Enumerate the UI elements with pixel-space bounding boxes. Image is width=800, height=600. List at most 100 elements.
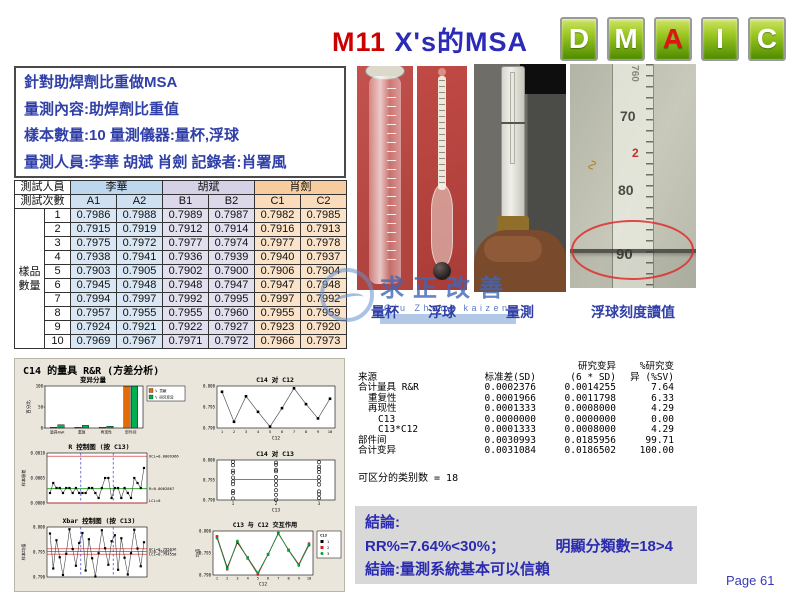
svg-text:2: 2	[327, 545, 329, 550]
measurement-value: 0.7955	[116, 306, 163, 321]
svg-text:样本极差: 样本极差	[20, 470, 27, 487]
svg-text:C13: C13	[272, 508, 280, 514]
measurement-value: 0.7936	[162, 250, 209, 265]
dmaic-box-a: A	[654, 17, 692, 61]
svg-text:2: 2	[275, 501, 278, 506]
svg-text:10: 10	[328, 429, 333, 434]
page-number: Page 61	[726, 573, 775, 588]
measurement-value: 0.7992	[162, 292, 209, 307]
red-ellipse-annotation	[571, 220, 694, 280]
scale-number: 80	[618, 182, 634, 198]
measurement-value: 0.7987	[208, 208, 255, 223]
measurement-value: 0.7915	[70, 222, 117, 237]
svg-text:0.790: 0.790	[33, 575, 46, 580]
svg-text:部件间: 部件间	[125, 430, 137, 435]
stats-cell: 再现性	[368, 403, 397, 414]
trial-header: A1	[70, 194, 117, 209]
measurement-value: 0.7920	[300, 320, 347, 335]
svg-text:10: 10	[307, 577, 311, 581]
trial-header: A2	[116, 194, 163, 209]
measurement-value: 0.7955	[254, 306, 301, 321]
scale-number: 760	[628, 65, 640, 82]
svg-text:4: 4	[257, 429, 260, 434]
svg-text:6: 6	[281, 429, 284, 434]
measurement-value: 0.7937	[300, 250, 347, 265]
stats-cell: 0.0014255	[564, 382, 616, 393]
stats-cell: 0.0011798	[564, 392, 616, 404]
hydrometer-bulb	[431, 184, 453, 268]
stats-cell: 0.00	[651, 413, 674, 425]
svg-text:C13 与 C12 交互作用: C13 与 C12 交互作用	[233, 521, 297, 529]
measurement-value: 0.7922	[162, 320, 209, 335]
stats-row: 再现性 0.0001333 0.0008000 4.29	[358, 403, 696, 415]
svg-text:0.795: 0.795	[203, 405, 216, 410]
stats-cell: 来源	[358, 371, 378, 383]
chart-xbar-chart: Xbar 控制图 (按 C13) 0.800 0.795 0.790 UCL=0.795…	[17, 515, 189, 596]
svg-text:C12: C12	[259, 582, 267, 588]
svg-text:0.0005: 0.0005	[31, 476, 46, 481]
title-main: X's的MSA	[386, 27, 528, 57]
photo-float-hydrometer	[417, 66, 467, 290]
svg-text:0.790: 0.790	[199, 573, 212, 578]
chart-c14-by-c13: C14 对 C13 0.800 0.795 0.790 1 2 3 C13	[191, 448, 345, 523]
svg-text:再现性: 再现性	[101, 430, 113, 435]
stats-cell: 研究变异	[577, 361, 616, 372]
stats-row: C13*C12 0.0001333 0.0008000 4.29	[358, 424, 696, 436]
svg-text:% 贡献: % 贡献	[155, 388, 167, 393]
stats-row: 部件间 0.0030993 0.0185956 99.71	[358, 434, 696, 447]
measurement-value: 0.7955	[162, 306, 209, 321]
photo-label-float: 浮球	[428, 304, 456, 320]
sample-number: 9	[44, 320, 71, 335]
conclusion-heading: 結論:	[365, 514, 400, 531]
stats-row: 重复性 0.0001966 0.0011798 6.33	[358, 392, 696, 405]
svg-text:量具R&R: 量具R&R	[50, 430, 65, 435]
svg-text:样本均值: 样本均值	[20, 544, 27, 561]
conclusion-verdict: 結論:量測系統基本可以信賴	[365, 561, 550, 578]
svg-text:C12: C12	[272, 436, 280, 442]
stats-cell: 99.71	[645, 434, 674, 446]
measurement-value: 0.7912	[162, 222, 209, 237]
scale-number: 2	[632, 146, 639, 160]
measurement-value: 0.7977	[254, 236, 301, 251]
measurement-value: 0.7995	[208, 292, 255, 307]
svg-text:9: 9	[317, 429, 320, 434]
hydrometer-in-tube	[510, 72, 515, 164]
measurement-value: 0.7967	[116, 334, 163, 349]
dmaic-box-i: I	[701, 17, 739, 61]
stats-output: 研究变异 %研究变 来源 标准差(SD) (6 * SD) 异 (%SV) 合计量具 R&R…	[358, 361, 696, 484]
svg-text:0: 0	[41, 426, 44, 431]
photo-label-measure: 量測	[506, 304, 534, 320]
info-line-2: 量測內容:助焊劑比重值	[24, 100, 179, 118]
svg-text:3: 3	[245, 429, 247, 434]
info-line-4: 量測人員:李華 胡斌 肖劍 記錄者:肖署風	[24, 153, 287, 171]
svg-text:C14 对 C13: C14 对 C13	[256, 449, 294, 458]
photo-label-reading: 浮球刻度讀值	[591, 304, 675, 320]
svg-text:5: 5	[257, 577, 259, 581]
stats-cell: 0.0030993	[484, 434, 536, 446]
measurement-value: 0.7940	[254, 250, 301, 265]
page-title: M11 X's的MSA	[250, 20, 610, 59]
measurement-value: 0.7966	[254, 334, 301, 349]
chart-c14-by-c12: C14 对 C12 0.800 0.795 0.790 1 2 3 4 5 6 7 8 9 10 C12	[191, 374, 345, 451]
measurement-value: 0.7992	[300, 292, 347, 307]
stats-cell: 7.64	[651, 382, 674, 393]
sample-number: 2	[44, 222, 71, 237]
stats-row: 合计量具 R&R 0.0002376 0.0014255 7.64	[358, 382, 696, 394]
stats-cell: 0.0002376	[484, 382, 536, 393]
table-corner-top: 測試人員	[14, 180, 71, 195]
svg-text:100: 100	[36, 384, 44, 389]
svg-text:50: 50	[38, 405, 43, 410]
svg-text:3: 3	[318, 501, 321, 506]
measurement-value: 0.7913	[300, 222, 347, 237]
stats-cell: %研究变	[639, 361, 674, 372]
measurement-value: 0.7986	[70, 208, 117, 223]
measurement-value: 0.7938	[70, 250, 117, 265]
svg-text:均值: 均值	[194, 549, 201, 557]
measurement-value: 0.7902	[162, 264, 209, 279]
stats-cell: 6.33	[651, 392, 674, 404]
info-line-3: 樣本數量:10 量測儀器:量杯,浮球	[24, 127, 240, 144]
measurement-value: 0.7924	[70, 320, 117, 335]
measurement-value: 0.7978	[300, 236, 347, 251]
sample-number: 7	[44, 292, 71, 307]
measurement-value: 0.7989	[162, 208, 209, 223]
